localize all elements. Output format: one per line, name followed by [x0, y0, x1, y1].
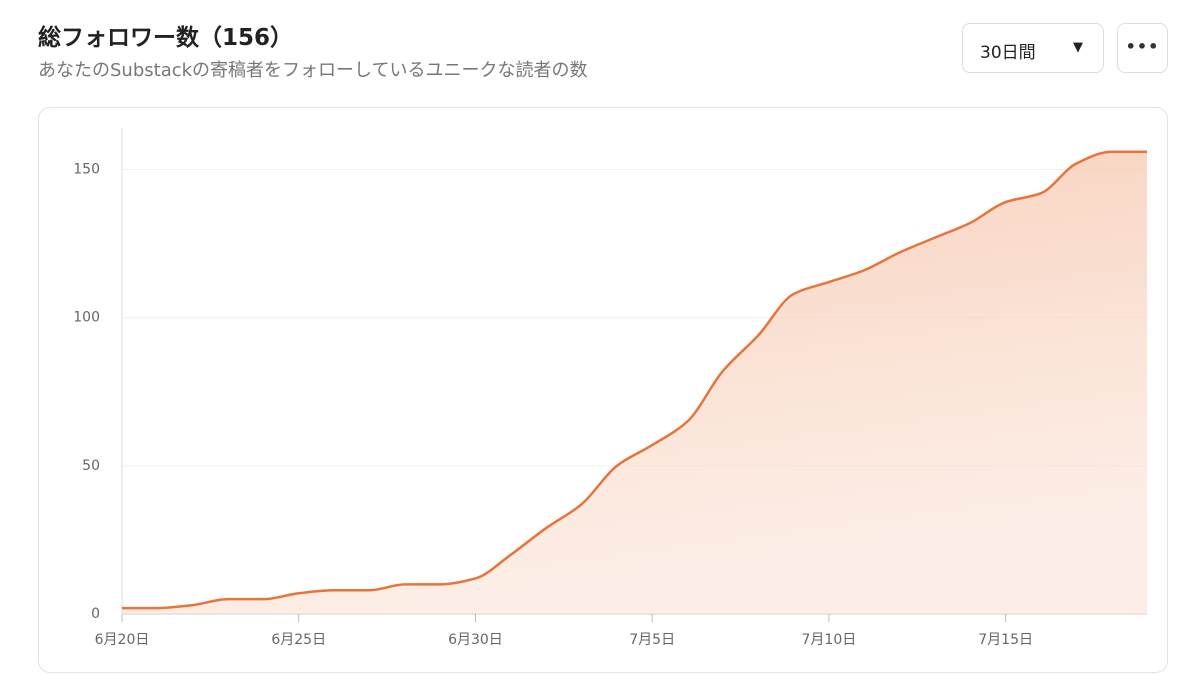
period-label: 30日間	[980, 43, 1036, 63]
x-tick-label: 7月15日	[978, 632, 1033, 648]
y-tick-label: 50	[82, 458, 100, 474]
x-tick-label: 6月20日	[95, 632, 150, 648]
subtitle: あなたのSubstackの寄稿者をフォローしているユニークな読者の数	[38, 60, 588, 81]
x-tick-label: 6月30日	[448, 632, 503, 648]
y-tick-label: 100	[73, 310, 100, 326]
line	[121, 150, 1147, 610]
area-fill	[122, 151, 1147, 614]
x-tick-label: 7月5日	[629, 632, 675, 648]
chart-card	[38, 107, 1168, 673]
x-tick-label: 6月25日	[271, 632, 326, 648]
y-tick-label: 150	[73, 161, 100, 177]
title: 総フォロワー数（156）	[38, 25, 294, 51]
x-tick-label: 7月10日	[802, 632, 857, 648]
y-tick-label: 0	[91, 606, 100, 622]
more-button[interactable]: •••	[1117, 23, 1168, 73]
caret-icon: ▼	[1073, 40, 1083, 55]
period-dropdown[interactable]: 30日間 ▼	[962, 23, 1104, 73]
